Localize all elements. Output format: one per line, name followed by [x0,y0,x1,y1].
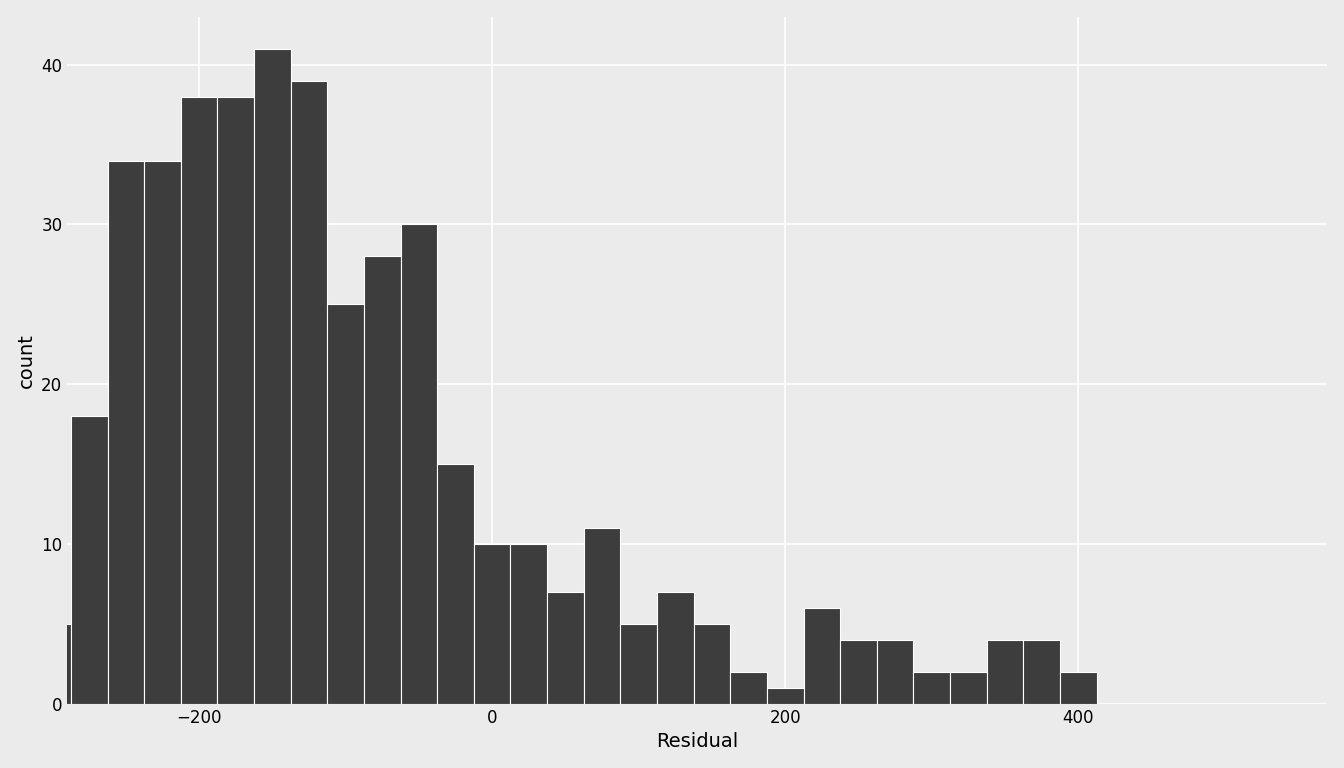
X-axis label: Residual: Residual [656,733,738,751]
Bar [437,464,474,704]
Bar [71,416,108,704]
Y-axis label: count: count [16,333,36,388]
Bar [254,48,290,704]
Bar [840,640,876,704]
Bar [767,688,804,704]
Bar [1060,672,1097,704]
Bar [876,640,914,704]
Bar [328,304,364,704]
Bar [914,672,950,704]
Bar [657,592,694,704]
Bar [364,257,401,704]
Bar [290,81,328,704]
Bar [694,624,730,704]
Bar [108,161,144,704]
Bar [1023,640,1060,704]
Bar [986,640,1023,704]
Bar [511,544,547,704]
Bar [804,608,840,704]
Bar [144,161,180,704]
Bar [218,97,254,704]
Bar [34,624,71,704]
Bar [730,672,767,704]
Bar [180,97,218,704]
Bar [621,624,657,704]
Bar [401,224,437,704]
Bar [950,672,986,704]
Bar [547,592,583,704]
Bar [474,544,511,704]
Bar [583,528,621,704]
Bar [0,688,34,704]
